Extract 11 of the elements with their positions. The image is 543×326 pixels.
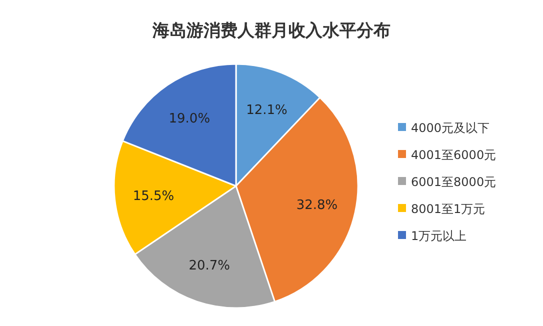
data-label: 19.0% [168,111,210,126]
legend-label: 1万元以上 [411,229,467,243]
legend-label: 8001至1万元 [411,202,486,216]
legend-label: 6001至8000元 [411,175,496,189]
data-label: 32.8% [296,198,338,213]
chart-title: 海岛游消费人群月收入水平分布 [152,21,390,41]
data-label: 15.5% [132,188,174,204]
data-label: 12.1% [246,102,288,118]
legend-label: 4000元及以下 [411,121,490,135]
legend-label: 4001至6000元 [411,148,496,162]
data-label: 20.7% [188,258,230,274]
